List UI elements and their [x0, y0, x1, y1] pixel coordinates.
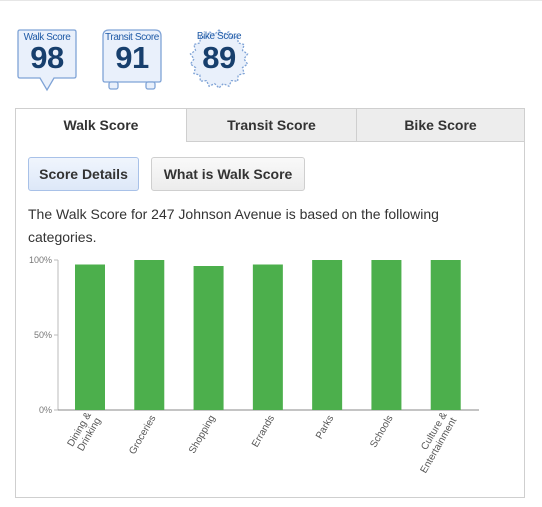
score-details-button[interactable]: Score Details	[28, 157, 139, 191]
what-is-walk-score-button[interactable]: What is Walk Score	[151, 157, 305, 191]
tab-bike-score[interactable]: Bike Score	[356, 109, 524, 142]
y-tick-label: 100%	[29, 255, 52, 265]
bar-dining-drinking[interactable]	[75, 264, 105, 411]
walk-score-value: 98	[30, 40, 64, 75]
bar-groceries[interactable]	[134, 260, 165, 410]
transit-score-label: Transit Score	[105, 32, 159, 43]
x-tick-label: Errands	[250, 414, 277, 450]
category-bar-chart: 0% 50% 100% Dining &Drinking Groceries Shoppi…	[29, 255, 479, 475]
y-tick-label: 0%	[39, 405, 52, 415]
y-tick-label: 50%	[34, 330, 52, 340]
tab-walk-score[interactable]: Walk Score	[16, 109, 186, 142]
bar-parks[interactable]	[312, 260, 343, 410]
top-divider	[0, 0, 542, 1]
pin-icon	[17, 29, 77, 92]
x-tick-label: Parks	[314, 414, 336, 442]
x-tick-label: Groceries	[127, 414, 158, 457]
walk-score-badge[interactable]: Walk Score 98	[16, 28, 78, 92]
bike-score-value: 89	[202, 40, 236, 75]
x-tick-label: Shopping	[187, 414, 218, 456]
gear-icon	[189, 29, 249, 89]
score-panel: Walk Score Transit Score Bike Score Scor…	[15, 108, 525, 498]
bar-schools[interactable]	[371, 260, 402, 410]
tab-transit-score[interactable]: Transit Score	[186, 109, 356, 142]
bar-culture-entertainment[interactable]	[430, 260, 461, 410]
bike-score-label: Bike Score	[196, 31, 242, 42]
x-tick-label: Culture &Entertainment	[409, 410, 459, 475]
transit-score-value: 91	[115, 40, 149, 75]
transit-score-badge[interactable]: Transit Score 91	[101, 28, 163, 92]
walk-score-label: Walk Score	[23, 32, 71, 43]
score-tabs: Walk Score Transit Score Bike Score	[16, 109, 524, 142]
bar-errands[interactable]	[252, 264, 283, 411]
walk-score-description: The Walk Score for 247 Johnson Avenue is…	[28, 206, 439, 245]
bus-icon	[102, 29, 162, 90]
bike-score-badge[interactable]: Bike Score 89	[186, 28, 252, 90]
x-tick-label: Dining &Drinking	[66, 410, 104, 454]
x-tick-label: Schools	[368, 414, 395, 450]
bar-shopping[interactable]	[193, 266, 224, 410]
